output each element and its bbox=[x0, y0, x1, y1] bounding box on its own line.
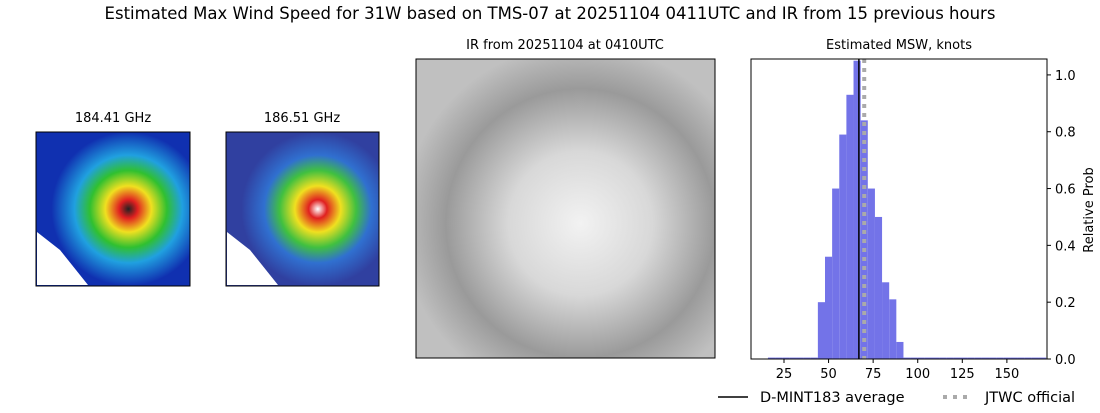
legend-label: D-MINT183 average bbox=[760, 390, 905, 406]
histogram-bar bbox=[981, 357, 990, 359]
histogram-bar bbox=[789, 357, 797, 359]
histogram-bar bbox=[839, 134, 847, 359]
chart-title: Estimated MSW, knots bbox=[826, 38, 972, 53]
histogram-bar bbox=[1031, 357, 1039, 359]
histogram-bar bbox=[967, 357, 975, 359]
no-data-region bbox=[37, 232, 88, 285]
histogram-bar bbox=[782, 357, 790, 359]
histogram-bar bbox=[960, 357, 968, 359]
histogram-bar bbox=[832, 188, 840, 359]
histogram-bar bbox=[767, 357, 776, 359]
x-tick-label: 125 bbox=[950, 367, 975, 382]
histogram-bar bbox=[974, 357, 982, 359]
histogram-bar bbox=[846, 94, 854, 359]
histogram-bar bbox=[1003, 357, 1011, 359]
histogram-bar bbox=[924, 357, 932, 359]
histogram-bar bbox=[889, 299, 897, 359]
y-tick-label: 1.0 bbox=[1055, 69, 1076, 84]
y-axis-label: Relative Prob bbox=[1082, 167, 1097, 252]
y-tick-label: 0.0 bbox=[1055, 353, 1076, 368]
y-tick-label: 0.8 bbox=[1055, 126, 1076, 141]
histogram-bar bbox=[796, 357, 804, 359]
histogram-bar bbox=[882, 282, 890, 359]
histogram-bar bbox=[874, 216, 883, 359]
legend-label: JTWC official bbox=[984, 390, 1075, 406]
x-tick-label: 25 bbox=[776, 367, 793, 382]
histogram-bar bbox=[1017, 357, 1025, 359]
histogram-bar bbox=[803, 357, 811, 359]
panel-title: 184.41 GHz bbox=[75, 111, 151, 126]
histogram-bar bbox=[989, 357, 997, 359]
plot-frame bbox=[750, 58, 1048, 360]
figure-title: Estimated Max Wind Speed for 31W based o… bbox=[105, 4, 996, 23]
ir-image bbox=[415, 58, 716, 359]
histogram-bar bbox=[1038, 357, 1047, 359]
y-tick-label: 0.2 bbox=[1055, 296, 1076, 311]
histogram-bar bbox=[910, 357, 918, 359]
histogram-bar bbox=[939, 357, 947, 359]
x-tick-label: 50 bbox=[820, 367, 837, 382]
no-data-region bbox=[227, 232, 278, 285]
y-tick-label: 0.4 bbox=[1055, 239, 1076, 254]
histogram-bar bbox=[853, 60, 861, 360]
histogram-bar bbox=[1024, 357, 1032, 359]
histogram-bar bbox=[896, 341, 904, 359]
histogram-bar bbox=[946, 357, 954, 359]
histogram-bar bbox=[775, 357, 783, 359]
x-tick-label: 150 bbox=[994, 367, 1019, 382]
histogram-bar bbox=[931, 357, 940, 359]
histogram-bar bbox=[1010, 357, 1018, 359]
x-tick-label: 75 bbox=[865, 367, 882, 382]
histogram-bar bbox=[996, 357, 1004, 359]
panel-title: 186.51 GHz bbox=[264, 111, 340, 126]
histogram-bar bbox=[903, 357, 911, 359]
histogram-bar bbox=[810, 357, 818, 359]
x-tick-label: 100 bbox=[905, 367, 930, 382]
histogram-bar bbox=[917, 357, 925, 359]
histogram-bar bbox=[953, 357, 961, 359]
histogram-bar bbox=[817, 302, 825, 359]
histogram-bar bbox=[867, 188, 875, 359]
panel-title: IR from 20251104 at 0410UTC bbox=[466, 38, 664, 53]
histogram-bar bbox=[825, 256, 833, 359]
y-tick-label: 0.6 bbox=[1055, 183, 1076, 198]
